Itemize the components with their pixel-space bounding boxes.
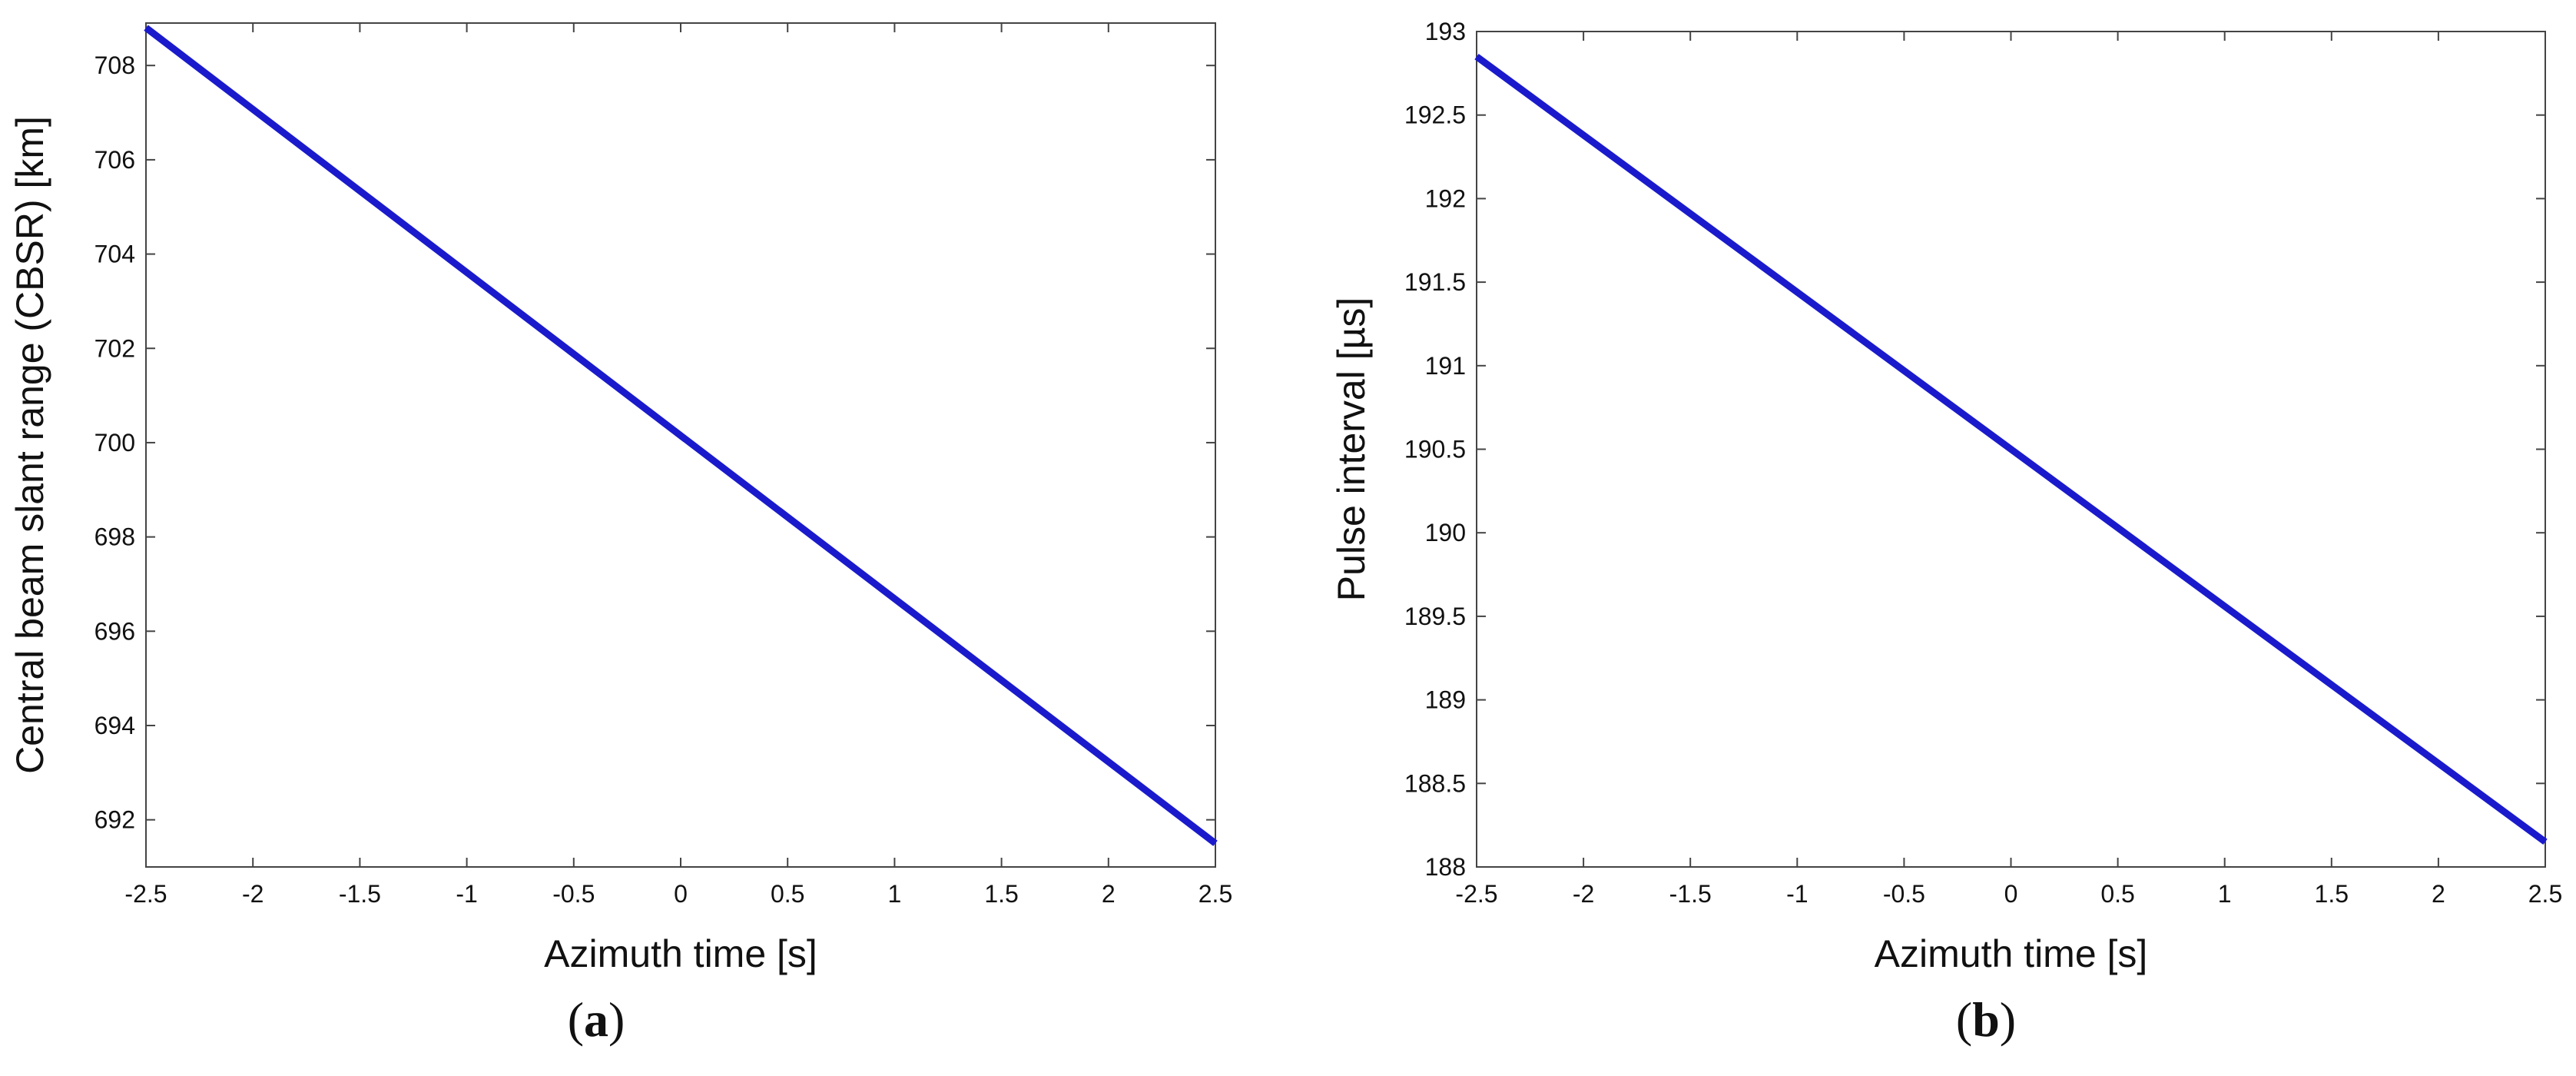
x-tick-label: 1.5 <box>984 880 1018 908</box>
y-axis-label: Central beam slant range (CBSR) [km] <box>8 116 51 774</box>
y-tick-label: 190.5 <box>1404 436 1466 463</box>
x-tick-label: 2.5 <box>1198 880 1232 908</box>
x-axis-label: Azimuth time [s] <box>1875 932 2148 975</box>
y-tick-label: 189.5 <box>1404 603 1466 630</box>
y-tick-label: 700 <box>94 429 135 457</box>
x-tick-label: -2 <box>242 880 264 908</box>
x-tick-label: -1 <box>1786 880 1808 908</box>
x-tick-label: 0 <box>2004 880 2018 908</box>
caption-a: (a) <box>568 991 625 1048</box>
y-tick-label: 692 <box>94 806 135 834</box>
series-line <box>144 25 1218 846</box>
caption-b: (b) <box>1956 991 2016 1048</box>
y-tick-label: 188 <box>1425 853 1466 881</box>
x-tick-label: 1.5 <box>2315 880 2349 908</box>
y-tick-label: 702 <box>94 334 135 362</box>
x-tick-label: -1.5 <box>1669 880 1712 908</box>
chart-b-svg: -2.5 -2 -1.5 -1 -0.5 0 0.5 1 1.5 2 2.5 188 188.5 189 1… <box>1330 18 2562 975</box>
x-tick-label: 0 <box>674 880 688 908</box>
y-tick-label: 706 <box>94 146 135 174</box>
y-tick-label: 189 <box>1425 686 1466 714</box>
x-tick-label: 2 <box>1102 880 1116 908</box>
y-tick-label: 694 <box>94 712 135 739</box>
caption-a-letter: a <box>584 992 608 1047</box>
y-tick-label: 192.5 <box>1404 101 1466 129</box>
x-tick-label: 0.5 <box>771 880 804 908</box>
chart-a-svg: -2.5 -2 -1.5 -1 -0.5 0 0.5 1 1.5 2 2.5 692 694 696 698… <box>8 22 1232 975</box>
x-tick-label: -0.5 <box>552 880 595 908</box>
x-tick-label: 0.5 <box>2100 880 2134 908</box>
x-tick-label: -0.5 <box>1883 880 1925 908</box>
y-tick-label: 192 <box>1425 184 1466 212</box>
caption-b-close: ) <box>1999 992 2017 1047</box>
x-tick-label: 2.5 <box>2528 880 2562 908</box>
chart-panel-a: -2.5 -2 -1.5 -1 -0.5 0 0.5 1 1.5 2 2.5 692 694 696 698… <box>8 22 1232 1048</box>
x-tick-label: -1 <box>456 880 477 908</box>
chart-panel-b: -2.5 -2 -1.5 -1 -0.5 0 0.5 1 1.5 2 2.5 188 188.5 189 1… <box>1288 0 2576 1076</box>
y-tick-label: 193 <box>1425 18 1466 45</box>
x-tick-label: 2 <box>2432 880 2445 908</box>
caption-b-letter: b <box>1972 992 2000 1047</box>
caption-a-close: ) <box>608 992 625 1047</box>
x-tick-label: 1 <box>888 880 902 908</box>
y-axis-label: Pulse interval [µs] <box>1330 297 1373 602</box>
y-tick-label: 698 <box>94 523 135 551</box>
x-tick-label: -2 <box>1573 880 1594 908</box>
caption-b-open: ( <box>1955 992 1973 1047</box>
caption-a-open: ( <box>567 992 584 1047</box>
x-tick-label: 1 <box>2218 880 2232 908</box>
x-axis-label: Azimuth time [s] <box>544 932 817 975</box>
x-tick-label: -1.5 <box>339 880 381 908</box>
x-tick-label: -2.5 <box>124 880 167 908</box>
series-line <box>1474 53 2548 845</box>
x-tick-label: -2.5 <box>1455 880 1497 908</box>
y-tick-label: 190 <box>1425 519 1466 546</box>
y-tick-label: 191.5 <box>1404 268 1466 296</box>
y-tick-label: 191 <box>1425 352 1466 380</box>
y-tick-label: 704 <box>94 241 135 268</box>
y-tick-label: 696 <box>94 617 135 645</box>
y-tick-label: 188.5 <box>1404 769 1466 797</box>
y-tick-label: 708 <box>94 51 135 79</box>
